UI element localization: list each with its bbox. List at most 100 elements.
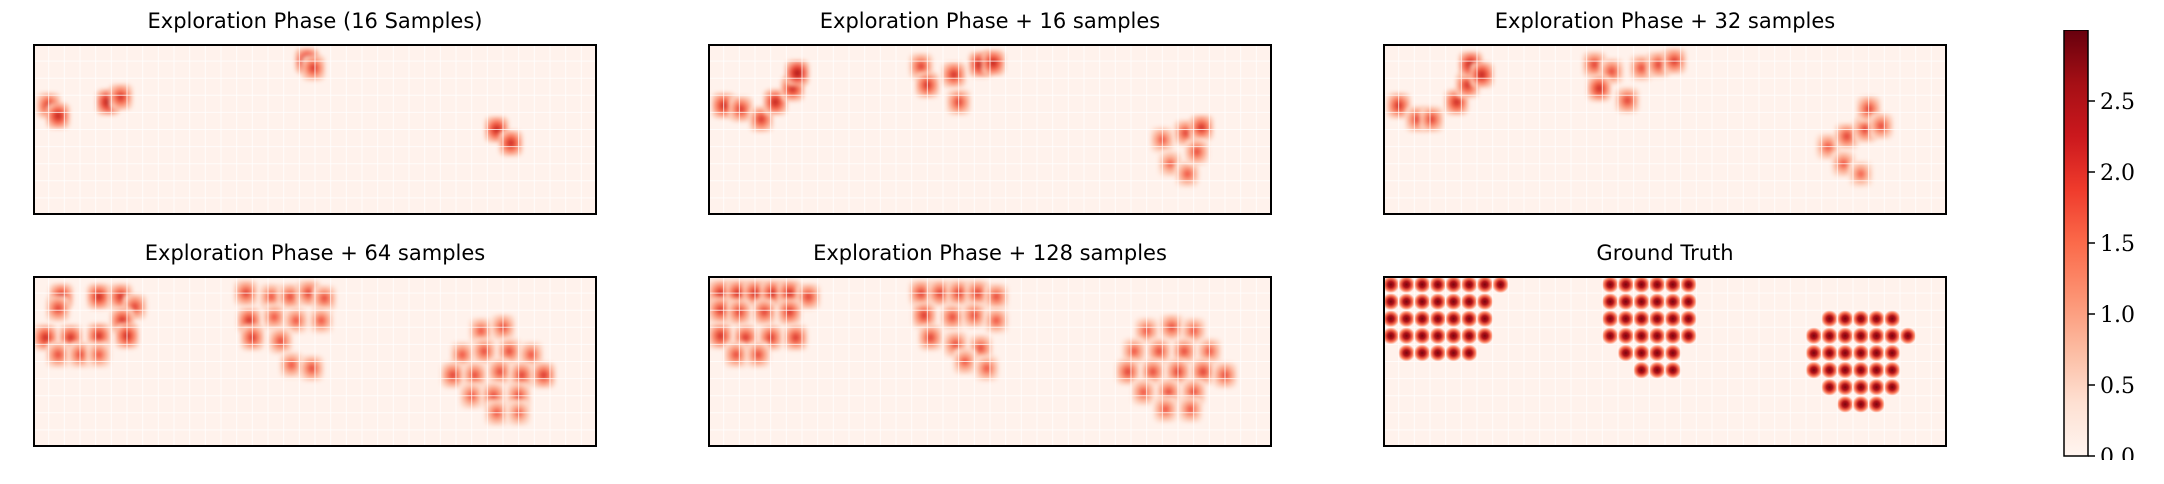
colorbar-tick-label: 1.0 <box>2100 303 2135 328</box>
source-peak <box>1429 293 1447 311</box>
source-peak <box>1413 310 1431 328</box>
grid-lines <box>708 276 1272 447</box>
estimate-blob <box>268 328 293 354</box>
source-peak <box>1460 276 1478 294</box>
source-peak <box>1476 310 1494 328</box>
source-peak <box>1444 327 1463 345</box>
source-peak <box>1632 293 1651 311</box>
source-peak <box>1491 276 1510 294</box>
estimate-blob <box>488 358 512 385</box>
estimate-blob <box>975 355 999 382</box>
estimate-blob <box>87 341 111 368</box>
panel-exploration-plus-16: Exploration Phase + 16 samples <box>705 0 1275 215</box>
source-peak <box>1679 310 1698 328</box>
estimate-blob <box>981 49 1005 76</box>
source-peak <box>1444 344 1463 362</box>
source-peak <box>1601 327 1619 345</box>
heatmap <box>33 276 597 447</box>
source-peak <box>1632 327 1651 345</box>
estimate-blob <box>729 96 753 122</box>
heatmap-area <box>708 276 1272 447</box>
source-peak <box>1601 310 1619 328</box>
estimate-blob <box>708 323 733 349</box>
source-peak <box>1883 310 1901 328</box>
estimate-blob <box>918 324 943 351</box>
source-peak <box>1476 276 1494 294</box>
source-peak <box>1805 361 1823 379</box>
source-peak <box>1460 327 1478 345</box>
estimate-blob <box>531 362 556 389</box>
source-peak <box>1820 344 1839 362</box>
estimate-blob <box>510 362 534 389</box>
source-peak <box>1883 344 1901 362</box>
source-peak <box>1679 327 1698 345</box>
source-peak <box>1397 327 1416 345</box>
source-peak <box>1413 293 1431 311</box>
estimate-blob <box>1419 106 1444 133</box>
source-peak <box>1601 293 1619 311</box>
source-peak <box>1617 293 1635 311</box>
heatmap-area <box>708 44 1272 215</box>
panel-exploration-plus-64: Exploration Phase + 64 samples <box>30 232 600 447</box>
source-peak <box>1383 276 1400 294</box>
source-peak <box>1632 276 1651 294</box>
source-peak <box>1883 378 1901 396</box>
source-peak <box>1899 327 1917 345</box>
estimate-blob <box>441 362 465 389</box>
source-peak <box>1397 310 1416 328</box>
source-peak <box>1444 276 1463 294</box>
estimate-blob <box>1131 379 1156 406</box>
estimate-blob <box>301 55 326 81</box>
estimate-blob <box>942 61 966 88</box>
estimate-blob <box>1153 396 1178 423</box>
heatmap-values <box>1383 276 1917 413</box>
colorbar-tick-label: 2.0 <box>2100 161 2135 186</box>
estimate-blob <box>1189 114 1214 141</box>
estimate-blob <box>746 341 770 368</box>
colorbar-tick-label: 2.5 <box>2100 90 2135 115</box>
source-peak <box>1836 395 1854 413</box>
source-peak <box>1852 361 1870 379</box>
heatmap-area <box>1383 44 1947 215</box>
panel-ground-truth: Ground Truth <box>1380 232 1950 447</box>
source-peak <box>1617 310 1635 328</box>
source-peak <box>1852 378 1870 396</box>
source-peak <box>1836 310 1854 328</box>
source-peak <box>1413 276 1431 294</box>
colorbar: 0.0 0.5 1.0 1.5 2.0 2.5 <box>2062 30 2162 460</box>
source-peak <box>1805 327 1823 345</box>
panel-title: Exploration Phase (16 Samples) <box>147 9 483 33</box>
source-peak <box>1820 310 1839 328</box>
panel-title: Ground Truth <box>1596 241 1734 265</box>
source-peak <box>1444 310 1463 328</box>
estimate-blob <box>1175 161 1200 187</box>
source-peak <box>1664 293 1682 311</box>
source-peak <box>1617 327 1635 345</box>
source-peak <box>1836 361 1854 379</box>
source-peak <box>1664 344 1682 362</box>
source-peak <box>1383 310 1400 328</box>
source-peak <box>1836 344 1854 362</box>
source-peak <box>1413 344 1431 362</box>
source-peak <box>1617 276 1635 294</box>
heatmap-area <box>33 44 597 215</box>
grid-lines <box>33 44 597 215</box>
estimate-blob <box>1469 61 1494 88</box>
source-peak <box>1429 310 1447 328</box>
colorbar-tick-label: 1.5 <box>2100 232 2135 257</box>
source-peak <box>1820 378 1839 396</box>
source-peak <box>1883 361 1901 379</box>
estimate-blob <box>940 304 965 330</box>
heatmap-area <box>1383 276 1947 447</box>
source-peak <box>1679 293 1698 311</box>
source-peak <box>1664 276 1682 294</box>
heatmap <box>1383 276 1947 447</box>
source-peak <box>1383 293 1400 311</box>
heatmap-area <box>33 276 597 447</box>
estimate-blob <box>984 307 1009 334</box>
estimate-blob <box>87 283 111 310</box>
estimate-blob <box>108 84 133 110</box>
heatmap <box>1383 44 1947 215</box>
source-peak <box>1648 327 1666 345</box>
estimate-blob <box>724 341 748 368</box>
